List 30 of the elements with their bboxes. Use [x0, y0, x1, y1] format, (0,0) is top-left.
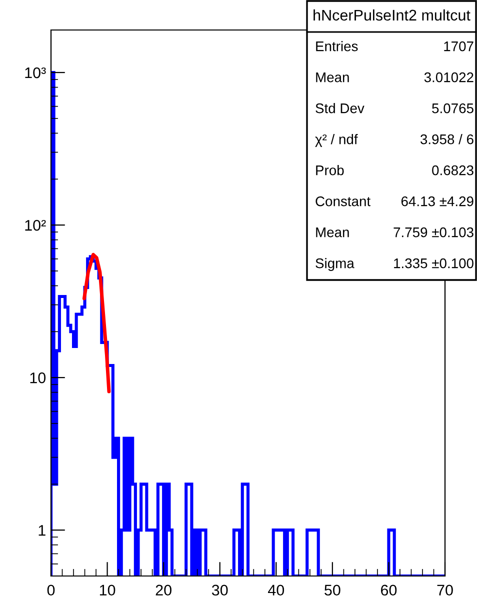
annotation: Std Dev: [316, 103, 364, 114]
y-tick-label: 1: [38, 525, 46, 536]
annotation: Constant: [316, 196, 370, 206]
chart-title: hNcerPulseInt2 multcut: [314, 9, 470, 21]
annotation: 0.6823: [432, 165, 474, 176]
x-tick-label: 30: [212, 584, 228, 596]
y-tick-label: 10: [30, 372, 46, 384]
annotation: Mean: [316, 72, 349, 82]
annotation: 3.958 / 6: [420, 134, 474, 144]
x-tick-label: 20: [156, 584, 172, 596]
annotation: χ² / ndf: [315, 134, 358, 147]
x-tick-label: 60: [380, 584, 397, 596]
annotation: 7.759 ±0.103: [394, 227, 474, 238]
annotation: 1707: [444, 41, 474, 52]
annotation: Prob: [316, 165, 344, 176]
line-series: [82, 252, 111, 394]
x-tick-label: 40: [268, 584, 284, 596]
x-tick-label: 50: [324, 584, 340, 596]
x-tick-label: 70: [437, 584, 453, 596]
annotation: 1.335 ±0.100: [394, 258, 474, 268]
annotation: Entries: [316, 41, 358, 52]
x-tick-label: 10: [100, 584, 116, 596]
y-tick-label: 10³: [25, 67, 46, 78]
y-tick-label: 10²: [25, 220, 46, 231]
annotation: 3.01022: [424, 72, 474, 82]
x-tick-label: 0: [47, 584, 55, 596]
annotation: Sigma: [316, 258, 354, 271]
annotation: Mean: [316, 228, 349, 238]
annotation: 5.0765: [432, 103, 474, 114]
annotation: 64.13 ±4.29: [401, 196, 474, 206]
